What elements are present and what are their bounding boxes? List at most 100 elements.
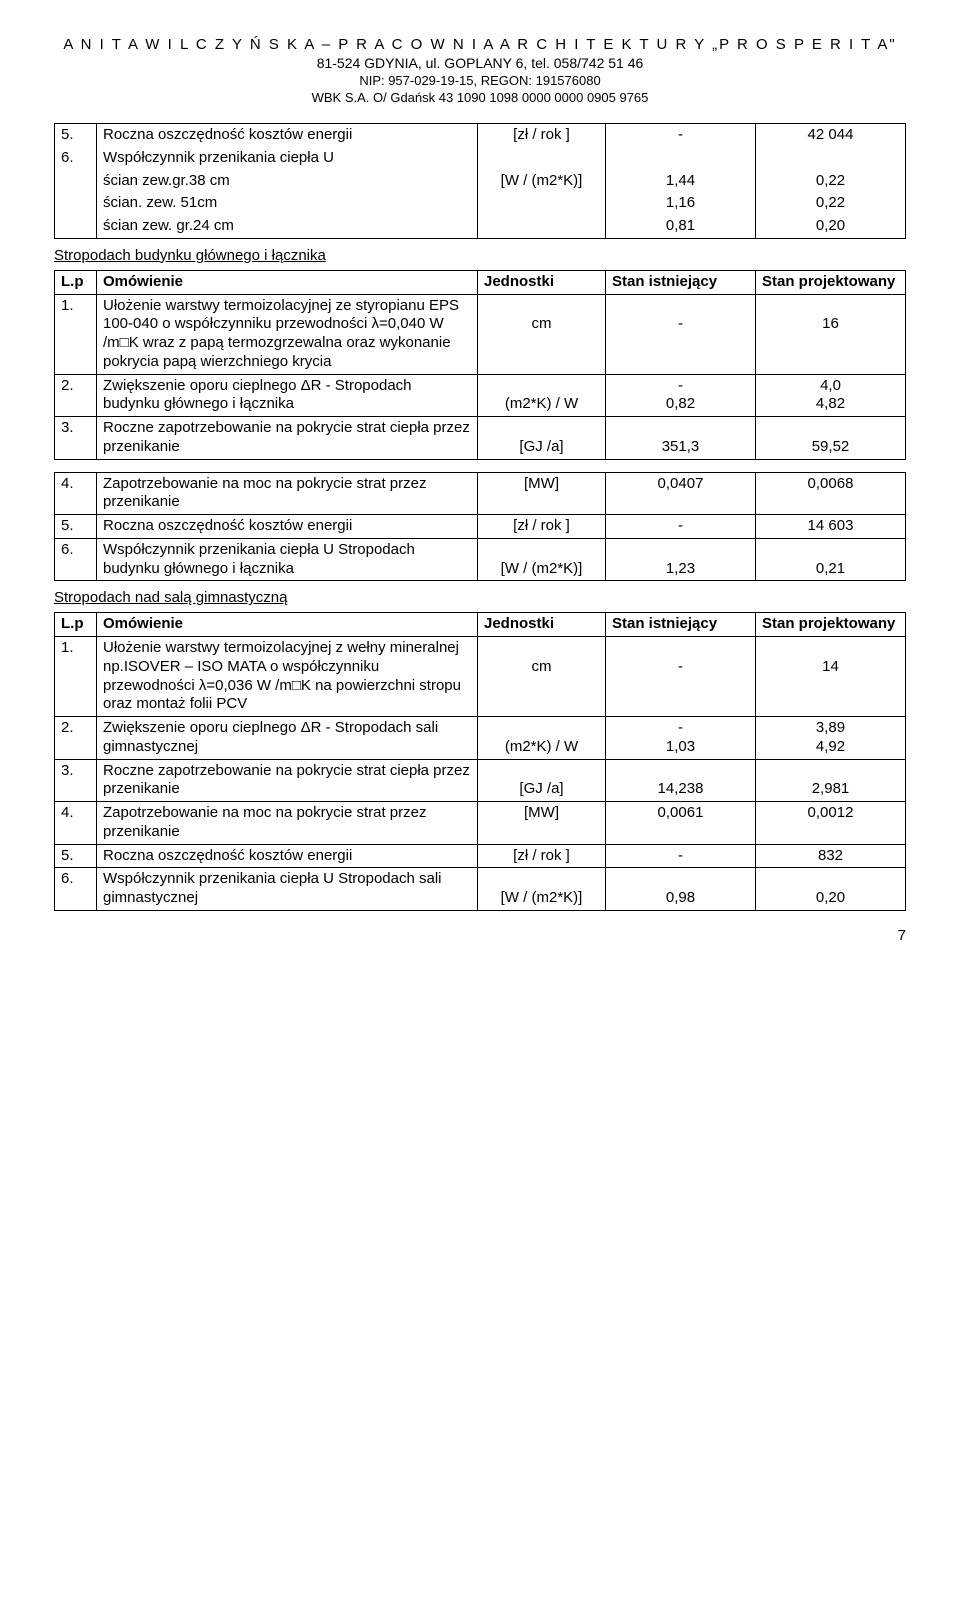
table-rows-5-6: 5. Roczna oszczędność kosztów energii [z… <box>54 123 906 239</box>
header-lp: L.p <box>55 270 97 294</box>
cell-desc: Roczna oszczędność kosztów energii <box>97 844 478 868</box>
cell-v2: 0,0068 <box>756 472 906 515</box>
cell-desc: Współczynnik przenikania ciepła U <box>97 147 478 170</box>
table-stropodach-glowny-part1: L.p Omówienie Jednostki Stan istniejący … <box>54 270 906 460</box>
cell-v1: 1,44 <box>606 170 756 193</box>
cell-v2: 0,21 <box>756 538 906 581</box>
cell-v2-text: 0,21 <box>816 560 845 577</box>
cell-desc: Zapotrzebowanie na moc na pokrycie strat… <box>97 802 478 845</box>
table-row: 4. Zapotrzebowanie na moc na pokrycie st… <box>55 472 906 515</box>
v2-top: 3,89 <box>816 719 845 736</box>
cell-desc: Zapotrzebowanie na moc na pokrycie strat… <box>97 472 478 515</box>
cell-lp: 4. <box>55 472 97 515</box>
cell-v1: - <box>606 637 756 717</box>
cell-v1: 1,23 <box>606 538 756 581</box>
cell-v1-text: - <box>678 315 683 332</box>
cell-unit: [MW] <box>478 802 606 845</box>
table-row: 1. Ułożenie warstwy termoizolacyjnej z w… <box>55 637 906 717</box>
table-row: ścian zew.gr.38 cm [W / (m2*K)] 1,44 0,2… <box>55 170 906 193</box>
cell-desc: Roczne zapotrzebowanie na pokrycie strat… <box>97 759 478 802</box>
cell-unit: [zł / rok ] <box>478 124 606 147</box>
firm-nip-regon: NIP: 957-029-19-15, REGON: 191576080 <box>54 73 906 88</box>
cell-desc: ścian zew.gr.38 cm <box>97 170 478 193</box>
table-row: 6. Współczynnik przenikania ciepła U <box>55 147 906 170</box>
cell-v2: 0,22 <box>756 170 906 193</box>
cell-v2: 42 044 <box>756 124 906 147</box>
header-desc: Omówienie <box>97 613 478 637</box>
cell-lp <box>55 170 97 193</box>
cell-v1: - <box>606 844 756 868</box>
cell-desc: Roczna oszczędność kosztów energii <box>97 515 478 539</box>
cell-lp: 5. <box>55 124 97 147</box>
cell-unit: (m2*K) / W <box>478 374 606 417</box>
table-row: 3. Roczne zapotrzebowanie na pokrycie st… <box>55 417 906 460</box>
cell-desc: Ułożenie warstwy termoizolacyjnej z wełn… <box>97 637 478 717</box>
cell-unit <box>478 215 606 238</box>
cell-lp: 5. <box>55 515 97 539</box>
header-v2: Stan projektowany <box>756 270 906 294</box>
cell-v2-text: 16 <box>822 315 839 332</box>
cell-v1: - <box>606 515 756 539</box>
cell-v2: 0,20 <box>756 868 906 911</box>
cell-v2-text: 59,52 <box>812 438 850 455</box>
table-row: 4. Zapotrzebowanie na moc na pokrycie st… <box>55 802 906 845</box>
v2-top: 4,0 <box>820 377 841 394</box>
cell-lp: 6. <box>55 868 97 911</box>
table-row: 5. Roczna oszczędność kosztów energii [z… <box>55 515 906 539</box>
header-lp: L.p <box>55 613 97 637</box>
cell-v2: 0,22 <box>756 192 906 215</box>
cell-v1-text: - <box>678 658 683 675</box>
cell-desc: Ułożenie warstwy termoizolacyjnej ze sty… <box>97 294 478 374</box>
header-unit: Jednostki <box>478 613 606 637</box>
page-number: 7 <box>54 927 906 944</box>
cell-lp <box>55 215 97 238</box>
cell-unit: [W / (m2*K)] <box>478 868 606 911</box>
firm-name: A N I T A W I L C Z Y Ń S K A – P R A C … <box>54 36 906 53</box>
cell-lp: 2. <box>55 717 97 760</box>
cell-lp: 3. <box>55 417 97 460</box>
table-stropodach-glowny-part2: 4. Zapotrzebowanie na moc na pokrycie st… <box>54 472 906 582</box>
cell-v2: 16 <box>756 294 906 374</box>
table-stropodach-sala: L.p Omówienie Jednostki Stan istniejący … <box>54 612 906 911</box>
table-row: 3. Roczne zapotrzebowanie na pokrycie st… <box>55 759 906 802</box>
cell-unit: [zł / rok ] <box>478 844 606 868</box>
cell-v2: 59,52 <box>756 417 906 460</box>
cell-v1: 0,0061 <box>606 802 756 845</box>
table-row: ścian. zew. 51cm 1,16 0,22 <box>55 192 906 215</box>
header-v1: Stan istniejący <box>606 613 756 637</box>
cell-unit-text: cm <box>532 658 552 675</box>
cell-unit: [GJ /a] <box>478 759 606 802</box>
cell-unit-text: cm <box>532 315 552 332</box>
cell-unit-text: [GJ /a] <box>519 780 563 797</box>
cell-lp: 6. <box>55 538 97 581</box>
cell-v1 <box>606 147 756 170</box>
cell-lp: 3. <box>55 759 97 802</box>
v1-top: - <box>678 377 683 394</box>
cell-unit: [zł / rok ] <box>478 515 606 539</box>
table-row: 6. Współczynnik przenikania ciepła U Str… <box>55 538 906 581</box>
header-v1: Stan istniejący <box>606 270 756 294</box>
cell-unit: [MW] <box>478 472 606 515</box>
header-v2: Stan projektowany <box>756 613 906 637</box>
cell-v2: 4,0 4,82 <box>756 374 906 417</box>
cell-unit <box>478 192 606 215</box>
section-title-stropodach-glowny: Stropodach budynku głównego i łącznika <box>54 247 906 264</box>
cell-lp: 2. <box>55 374 97 417</box>
v1-top: - <box>678 719 683 736</box>
table-row: ścian zew. gr.24 cm 0,81 0,20 <box>55 215 906 238</box>
cell-v2: 0,20 <box>756 215 906 238</box>
cell-lp: 5. <box>55 844 97 868</box>
table-row: 1. Ułożenie warstwy termoizolacyjnej ze … <box>55 294 906 374</box>
v1-bot: 0,82 <box>666 395 695 412</box>
cell-v2: 14 603 <box>756 515 906 539</box>
table-row: 2. Zwiększenie oporu cieplnego ΔR - Stro… <box>55 717 906 760</box>
cell-v1-text: 1,23 <box>666 560 695 577</box>
cell-unit-text: [W / (m2*K)] <box>501 560 583 577</box>
cell-v2: 3,89 4,92 <box>756 717 906 760</box>
cell-v1: 1,16 <box>606 192 756 215</box>
cell-unit: cm <box>478 294 606 374</box>
table-header-row: L.p Omówienie Jednostki Stan istniejący … <box>55 270 906 294</box>
cell-unit: [W / (m2*K)] <box>478 538 606 581</box>
table-header-row: L.p Omówienie Jednostki Stan istniejący … <box>55 613 906 637</box>
cell-v1: - <box>606 294 756 374</box>
